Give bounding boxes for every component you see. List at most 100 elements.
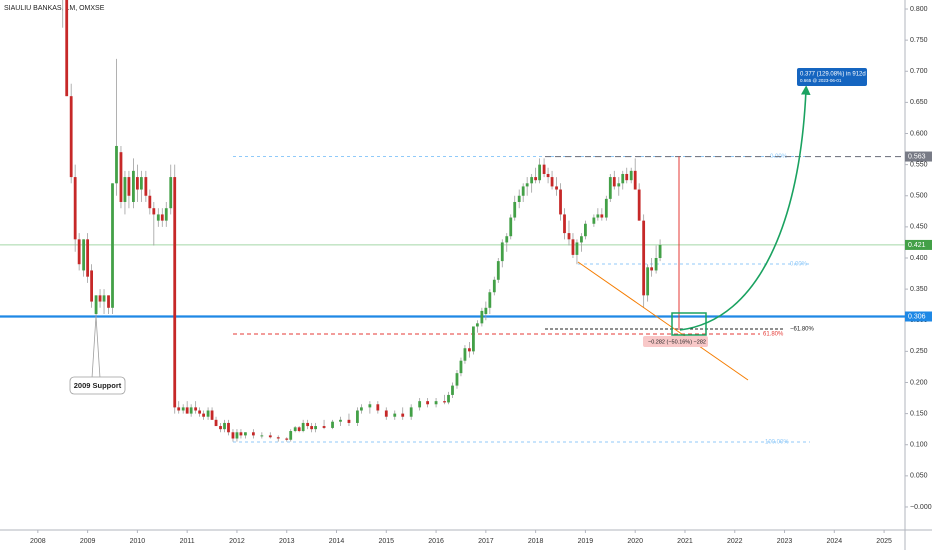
candle-body — [239, 432, 243, 436]
candle-body — [306, 422, 310, 427]
candle-body — [418, 401, 422, 408]
candle-body — [185, 407, 189, 414]
candle-body — [496, 261, 500, 280]
candle-body — [77, 239, 81, 265]
candle-body — [401, 413, 405, 417]
chart-title: SIAULIU BANKAS, 1M, OMXSE — [4, 5, 105, 12]
candle-body — [169, 177, 173, 209]
candle-body — [206, 410, 210, 417]
x-tick-label: 2017 — [478, 538, 494, 545]
candle-body — [310, 426, 314, 430]
candle-body — [592, 217, 596, 224]
target-label-line1: 0.377 (129.08%) in 912d — [800, 72, 866, 78]
candle-body — [223, 422, 226, 430]
drop-label: −0.282 (−50.16%) −282 — [648, 339, 706, 345]
drawings: 0.00%0.00%100.00%61.80%−61.80% — [233, 154, 815, 446]
fib-0-label: 0.00% — [790, 262, 808, 268]
candle-body — [538, 164, 542, 181]
candle-body — [173, 177, 177, 408]
support-pointer — [91, 315, 101, 379]
x-tick-label: 2014 — [329, 538, 345, 545]
candle-body — [276, 437, 280, 439]
x-tick-label: 2025 — [876, 538, 892, 545]
y-tick-label: 0.750 — [910, 37, 928, 44]
x-tick-label: 2019 — [578, 538, 594, 545]
x-tick-label: 2021 — [677, 538, 693, 545]
candle-body — [608, 177, 612, 199]
y-tick-label: 0.800 — [910, 6, 928, 13]
candle-body — [475, 323, 479, 327]
y-tick-label: 0.600 — [910, 130, 928, 137]
price-level-tag — [905, 311, 932, 322]
candle-body — [650, 267, 654, 271]
x-tick-label: 2013 — [279, 538, 295, 545]
candle-body — [575, 242, 579, 255]
candle-body — [534, 177, 538, 181]
y-tick-label: −0.000 — [910, 504, 932, 511]
candle-body — [202, 413, 206, 417]
candle-body — [443, 401, 446, 403]
candle-body — [65, 0, 69, 97]
candle-body — [227, 422, 230, 433]
candle-body — [525, 183, 529, 187]
candle-body — [426, 401, 430, 405]
candle-body — [219, 426, 222, 430]
y-tick-label: 0.400 — [910, 255, 928, 262]
candle-body — [517, 195, 521, 202]
candle-body — [559, 189, 562, 215]
candle-body — [322, 426, 326, 428]
candle-body — [455, 373, 459, 386]
candle-body — [596, 214, 600, 218]
candle-body — [98, 295, 102, 302]
y-tick-label: 0.500 — [910, 193, 928, 200]
candle-body — [451, 385, 454, 395]
candle-body — [447, 394, 450, 403]
x-tick-label: 2022 — [727, 538, 743, 545]
candle-body — [339, 419, 342, 422]
candle-body — [194, 407, 198, 411]
candle-body — [160, 214, 164, 221]
candle-body — [654, 257, 658, 271]
candle-body — [244, 432, 247, 436]
candle-body — [459, 360, 463, 374]
candle-body — [384, 410, 388, 417]
candle-body — [115, 145, 118, 184]
candle-body — [629, 170, 633, 181]
y-tick-label: 0.200 — [910, 379, 928, 386]
y-tick-label: 0.050 — [910, 473, 928, 480]
candle-body — [658, 244, 662, 258]
candle-body — [69, 96, 73, 178]
candle-body — [484, 307, 488, 315]
candle-body — [509, 217, 513, 237]
candle-body — [505, 236, 509, 243]
candle-body — [633, 170, 637, 190]
x-tick-label: 2024 — [827, 538, 843, 545]
candle-body — [625, 173, 629, 181]
candle-body — [488, 292, 492, 308]
candle-body — [164, 208, 168, 221]
candle-body — [297, 427, 301, 432]
y-tick-label: 0.250 — [910, 348, 928, 355]
x-tick-label: 2023 — [777, 538, 793, 545]
candle-body — [314, 426, 318, 430]
candle-body — [347, 419, 351, 423]
x-tick-label: 2018 — [528, 538, 544, 545]
candle-body — [144, 177, 148, 196]
candle-body — [617, 183, 621, 187]
y-tick-label: 0.450 — [910, 224, 928, 231]
candle-body — [584, 223, 587, 237]
x-tick-label: 2010 — [130, 538, 146, 545]
candle-body — [189, 407, 193, 414]
candle-body — [82, 239, 86, 271]
candle-body — [393, 413, 397, 417]
x-tick-label: 2011 — [180, 538, 195, 545]
candle-body — [492, 279, 496, 293]
candle-body — [86, 239, 90, 277]
candle-body — [198, 410, 202, 414]
x-tick-label: 2016 — [428, 538, 444, 545]
x-tick-label: 2015 — [379, 538, 395, 545]
fib-100-label: 100.00% — [765, 440, 789, 446]
candle-body — [235, 432, 239, 439]
